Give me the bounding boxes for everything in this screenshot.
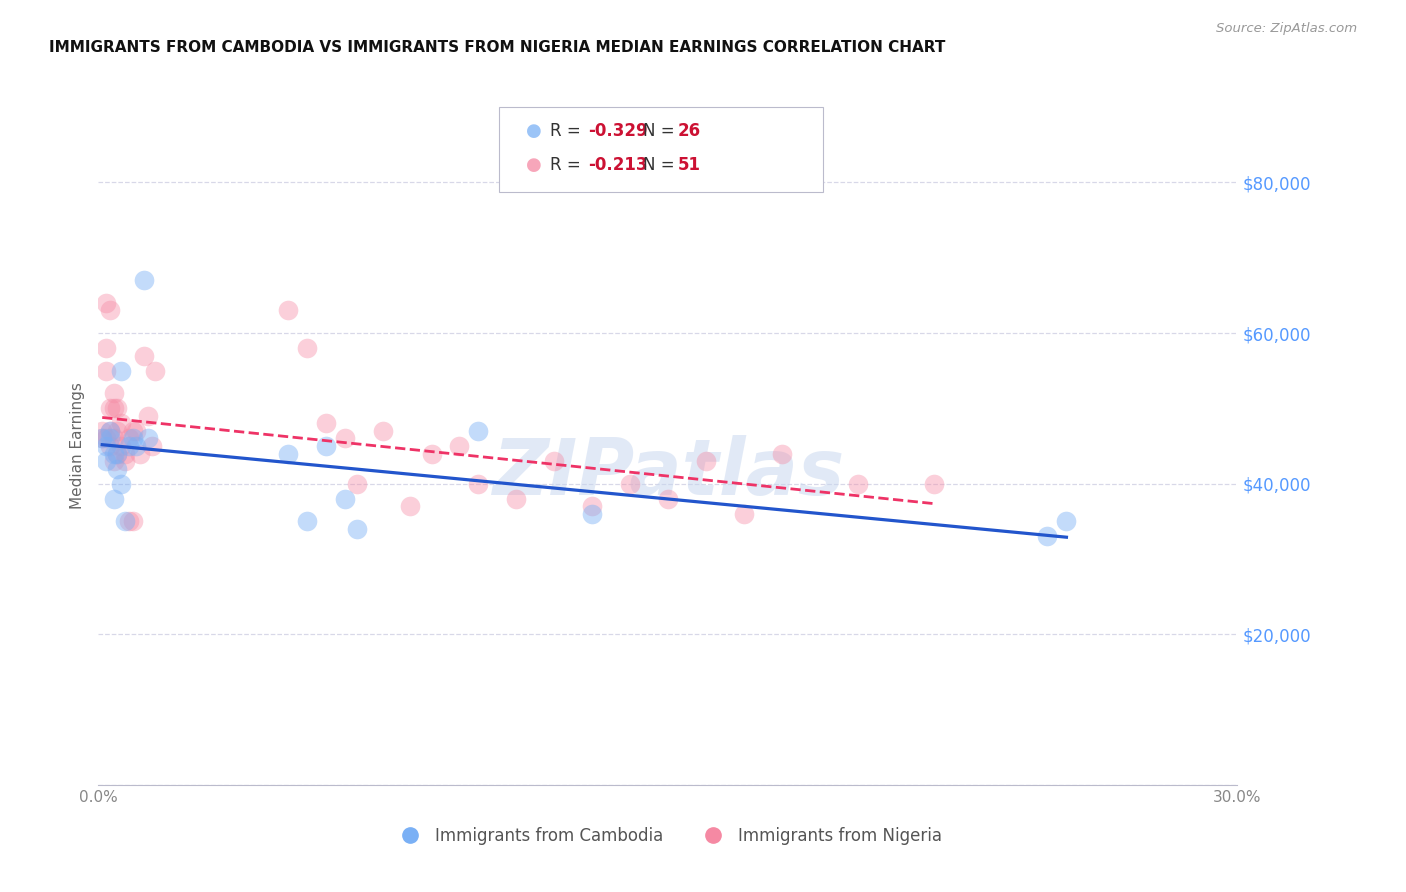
Point	[136, 432, 159, 446]
Point	[581, 507, 603, 521]
Point	[335, 432, 357, 446]
Point	[371, 424, 394, 438]
Point	[121, 432, 143, 446]
Point	[922, 476, 945, 491]
Point	[94, 432, 117, 446]
Y-axis label: Median Earnings: Median Earnings	[70, 383, 86, 509]
Point	[103, 386, 125, 401]
Point	[103, 491, 125, 506]
Point	[657, 491, 679, 506]
Text: R =: R =	[550, 156, 586, 174]
Point	[145, 364, 167, 378]
Point	[132, 273, 155, 287]
Point	[1036, 529, 1059, 543]
Point	[467, 476, 489, 491]
Point	[422, 446, 444, 460]
Point	[132, 349, 155, 363]
Point	[98, 303, 121, 318]
Text: ●: ●	[526, 156, 541, 174]
Point	[297, 514, 319, 528]
Point	[543, 454, 565, 468]
Point	[103, 446, 125, 460]
Point	[398, 500, 420, 514]
Point	[581, 500, 603, 514]
Point	[107, 401, 129, 416]
Text: N =: N =	[643, 122, 679, 140]
Point	[125, 439, 148, 453]
Text: R =: R =	[550, 122, 586, 140]
Text: -0.213: -0.213	[588, 156, 647, 174]
Point	[136, 409, 159, 423]
Text: 51: 51	[678, 156, 700, 174]
Point	[110, 364, 132, 378]
Point	[94, 296, 117, 310]
Point	[107, 461, 129, 475]
Legend: Immigrants from Cambodia, Immigrants from Nigeria: Immigrants from Cambodia, Immigrants fro…	[387, 820, 949, 851]
Point	[125, 424, 148, 438]
Point	[121, 424, 143, 438]
Point	[315, 417, 337, 431]
Point	[297, 341, 319, 355]
Text: 26: 26	[678, 122, 700, 140]
Point	[114, 514, 136, 528]
Point	[91, 432, 114, 446]
Point	[121, 514, 143, 528]
Point	[94, 364, 117, 378]
Text: ●: ●	[526, 122, 541, 140]
Point	[770, 446, 793, 460]
Point	[619, 476, 641, 491]
Point	[98, 424, 121, 438]
Point	[107, 424, 129, 438]
Text: N =: N =	[643, 156, 679, 174]
Point	[129, 446, 152, 460]
Point	[91, 432, 114, 446]
Point	[91, 424, 114, 438]
Point	[110, 439, 132, 453]
Point	[103, 401, 125, 416]
Point	[98, 424, 121, 438]
Point	[94, 341, 117, 355]
Text: -0.329: -0.329	[588, 122, 647, 140]
Point	[846, 476, 869, 491]
Point	[110, 417, 132, 431]
Point	[467, 424, 489, 438]
Point	[110, 476, 132, 491]
Point	[335, 491, 357, 506]
Point	[733, 507, 755, 521]
Point	[107, 446, 129, 460]
Point	[1056, 514, 1078, 528]
Point	[118, 439, 141, 453]
Point	[346, 522, 368, 536]
Point	[98, 432, 121, 446]
Point	[695, 454, 717, 468]
Point	[107, 446, 129, 460]
Point	[94, 439, 117, 453]
Point	[315, 439, 337, 453]
Point	[277, 446, 299, 460]
Point	[114, 454, 136, 468]
Point	[98, 401, 121, 416]
Point	[505, 491, 527, 506]
Point	[449, 439, 471, 453]
Text: IMMIGRANTS FROM CAMBODIA VS IMMIGRANTS FROM NIGERIA MEDIAN EARNINGS CORRELATION : IMMIGRANTS FROM CAMBODIA VS IMMIGRANTS F…	[49, 40, 946, 55]
Point	[103, 454, 125, 468]
Point	[118, 432, 141, 446]
Text: ZIPatlas: ZIPatlas	[492, 435, 844, 511]
Point	[94, 454, 117, 468]
Point	[114, 446, 136, 460]
Point	[103, 432, 125, 446]
Point	[346, 476, 368, 491]
Point	[277, 303, 299, 318]
Point	[141, 439, 163, 453]
Point	[98, 439, 121, 453]
Point	[118, 514, 141, 528]
Text: Source: ZipAtlas.com: Source: ZipAtlas.com	[1216, 22, 1357, 36]
